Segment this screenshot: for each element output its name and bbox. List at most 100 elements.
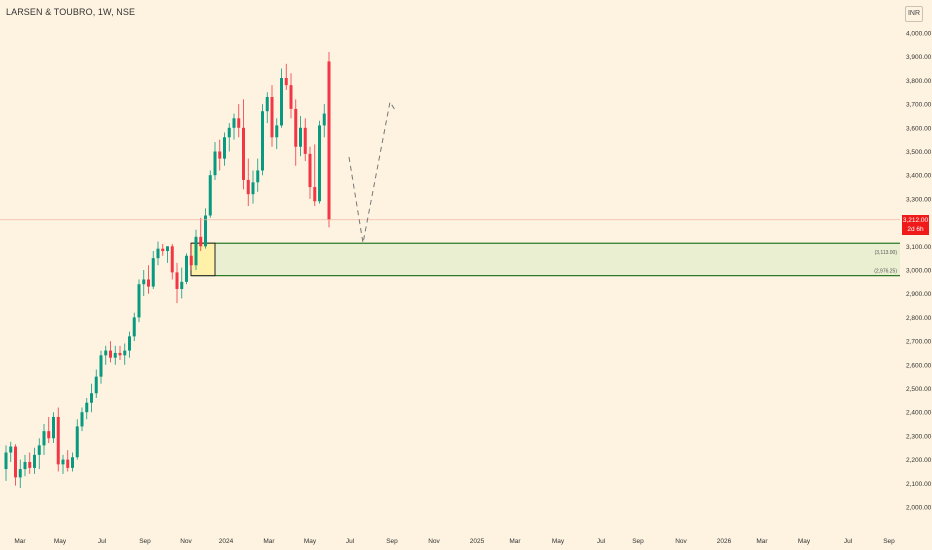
candle — [189, 243, 193, 270]
candle — [208, 170, 212, 218]
candle — [14, 444, 17, 486]
price-tick-label: 4,000.00 — [906, 31, 932, 38]
candle-body — [256, 170, 260, 183]
candle — [246, 158, 250, 207]
candle — [151, 251, 155, 289]
zone-lower-label: (2,976.25) — [874, 269, 897, 275]
time-tick-label: May — [552, 538, 565, 545]
price-tick-label: 3,800.00 — [906, 78, 932, 85]
candle — [80, 407, 84, 432]
price-tick-label: 2,000.00 — [906, 505, 932, 512]
time-tick-label: Nov — [180, 538, 192, 545]
candle-body — [151, 258, 155, 287]
candle-body — [284, 78, 288, 86]
candle-body — [313, 187, 317, 202]
candle — [56, 407, 60, 472]
candle-body — [80, 412, 84, 427]
candle — [261, 104, 264, 176]
candle — [280, 68, 283, 128]
candle — [289, 73, 293, 119]
candle — [308, 146, 312, 199]
candle — [256, 158, 260, 192]
candle — [33, 447, 36, 474]
candle — [199, 217, 203, 252]
candle — [170, 243, 174, 280]
price-tick-label: 2,900.00 — [906, 291, 932, 298]
candle-body — [246, 179, 250, 195]
candle-body — [227, 127, 231, 138]
candle — [237, 104, 241, 138]
candle-body — [61, 459, 65, 465]
candle — [204, 208, 207, 249]
time-tick-label: 2025 — [470, 538, 485, 545]
candle-body — [14, 446, 17, 478]
candle — [113, 345, 117, 365]
candle-body — [71, 457, 74, 468]
candle-body — [56, 416, 60, 465]
candle-body — [232, 118, 236, 128]
candle-body — [85, 402, 89, 413]
candle — [175, 262, 179, 304]
time-axis[interactable]: Mar May Jul Sep Nov 2024 Mar May Jul Sep Nov 2025 Ma… — [14, 538, 895, 545]
candle — [42, 424, 46, 455]
candle-body — [118, 352, 122, 356]
price-tick-label: 3,000.00 — [906, 268, 932, 275]
candle — [75, 419, 79, 460]
zone-upper-label: (3,113.00) — [875, 250, 898, 256]
candle-body — [170, 246, 174, 273]
time-tick-label: Mar — [263, 538, 275, 545]
candle — [294, 99, 298, 166]
candle — [128, 331, 131, 358]
time-tick-label: Sep — [883, 538, 895, 545]
candle-body — [237, 118, 241, 128]
candles-layer — [4, 51, 331, 489]
candle — [327, 51, 331, 228]
candle — [85, 397, 89, 420]
candle — [270, 85, 274, 147]
candle-body — [28, 461, 32, 468]
time-tick-label: Sep — [632, 538, 644, 545]
candle-body — [166, 246, 169, 252]
currency-button[interactable]: INR — [905, 6, 923, 22]
candle-body — [66, 459, 70, 468]
candle-body — [299, 127, 302, 147]
candle — [166, 246, 169, 263]
candle-body — [318, 125, 321, 202]
price-tick-label: 2,600.00 — [906, 362, 932, 369]
candle-body — [251, 182, 255, 195]
candle-body — [109, 350, 112, 358]
price-axis[interactable]: 4,000.00 3,900.00 3,800.00 3,700.00 3,600.00… — [906, 31, 932, 512]
candle — [242, 99, 245, 190]
candle-body — [37, 445, 41, 455]
candle — [322, 104, 326, 138]
price-tick-label: 2,200.00 — [906, 457, 932, 464]
candle-body — [33, 454, 36, 468]
price-tick-label: 3,600.00 — [906, 125, 932, 132]
price-tick-label: 2,800.00 — [906, 315, 932, 322]
candle — [284, 63, 288, 90]
candle-body — [199, 236, 203, 247]
candle-body — [142, 279, 146, 285]
candle-body — [303, 127, 307, 154]
candle-body — [113, 352, 117, 358]
bar-countdown: 2d 6h — [907, 226, 924, 233]
drawings-layer — [0, 100, 900, 244]
candle-body — [42, 431, 46, 446]
time-tick-label: Mar — [756, 538, 768, 545]
candle-body — [23, 461, 27, 470]
time-tick-label: Jul — [346, 538, 355, 545]
demand-zone-layer: (3,113.00) (2,976.25) — [190, 242, 900, 277]
candle-body — [47, 431, 51, 439]
candle-body — [204, 215, 207, 247]
candle — [299, 115, 302, 157]
candle-body — [9, 446, 13, 453]
candle — [227, 123, 231, 152]
candle — [318, 120, 321, 204]
price-tick-label: 2,400.00 — [906, 410, 932, 417]
projection-path — [348, 100, 396, 244]
candle — [109, 341, 112, 363]
price-tick-label: 2,500.00 — [906, 386, 932, 393]
symbol-title: LARSEN & TOUBRO, 1W, NSE — [6, 7, 136, 17]
price-tick-label: 3,100.00 — [906, 244, 932, 251]
